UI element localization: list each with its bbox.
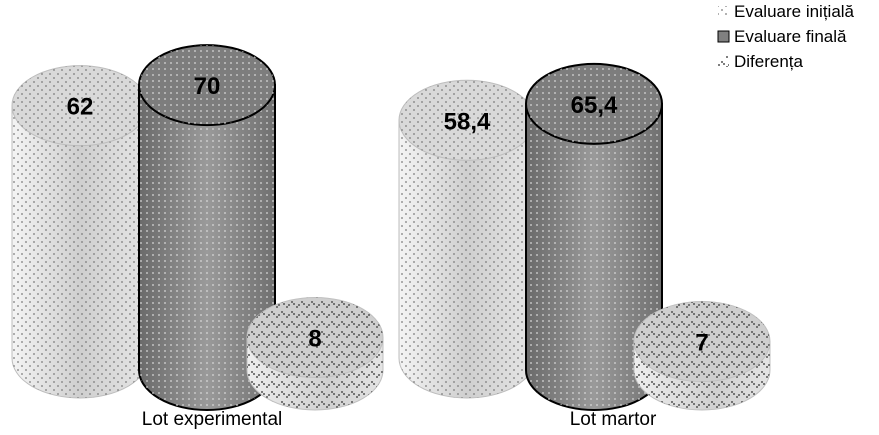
bar-evaluare-finala-lot-experimental-texture xyxy=(139,85,275,410)
bar-evaluare-initiala-lot-martor xyxy=(398,79,536,399)
bar-evaluare-initiala-lot-experimental xyxy=(11,65,149,399)
legend-label-evaluare-initiala: Evaluare inițială xyxy=(734,2,855,21)
bar-evaluare-initiala-lot-martor-top-texture xyxy=(399,80,535,161)
cylinders: 62 70 8 Lot experimental 58,4 65,4 7 Lot martor xyxy=(11,44,771,430)
bar-diferenta-lot-martor xyxy=(633,301,771,411)
bar-evaluare-finala-lot-experimental-top-texture xyxy=(139,45,275,126)
legend-item-evaluare-initiala: Evaluare inițială xyxy=(718,2,855,21)
legend: Evaluare inițială Evaluare finală Diferenț… xyxy=(717,2,855,71)
bar-evaluare-finala-lot-martor-texture xyxy=(526,103,662,411)
bar-evaluare-finala-lot-martor-top-texture xyxy=(526,63,662,144)
bar-evaluare-initiala-lot-experimental-texture xyxy=(12,105,148,398)
legend-swatch-texture-diferenta xyxy=(718,56,729,67)
bar-evaluare-finala-lot-experimental xyxy=(138,44,276,411)
bar-diferenta-lot-experimental xyxy=(246,296,384,411)
legend-item-diferenta: Diferența xyxy=(718,52,804,71)
data-label-evaluare-finala-lot-martor: 65,4 xyxy=(571,92,618,119)
legend-swatch-evaluare-finala xyxy=(717,30,730,43)
data-label-evaluare-initiala-lot-martor: 58,4 xyxy=(444,108,491,135)
data-label-evaluare-initiala-lot-experimental: 62 xyxy=(67,94,94,121)
data-label-diferenta-lot-experimental: 8 xyxy=(308,325,321,352)
bar-evaluare-finala-lot-martor xyxy=(525,62,663,411)
bar-diferenta-lot-martor-top-texture xyxy=(634,301,770,382)
data-label-evaluare-finala-lot-experimental: 70 xyxy=(194,73,221,100)
category-label-lot-experimental: Lot experimental xyxy=(142,409,282,430)
bar-evaluare-initiala-lot-martor-texture xyxy=(399,120,535,398)
bar-diferenta-lot-experimental-top-texture xyxy=(247,297,383,378)
legend-label-diferenta: Diferența xyxy=(734,52,804,71)
legend-label-evaluare-finala: Evaluare finală xyxy=(734,27,847,46)
bar-evaluare-initiala-lot-experimental-top-texture xyxy=(12,65,148,146)
data-label-diferenta-lot-martor: 7 xyxy=(695,330,708,357)
legend-swatch-texture-evaluare-initiala xyxy=(718,6,729,17)
category-label-lot-martor: Lot martor xyxy=(570,409,657,430)
legend-item-evaluare-finala: Evaluare finală xyxy=(717,27,847,46)
